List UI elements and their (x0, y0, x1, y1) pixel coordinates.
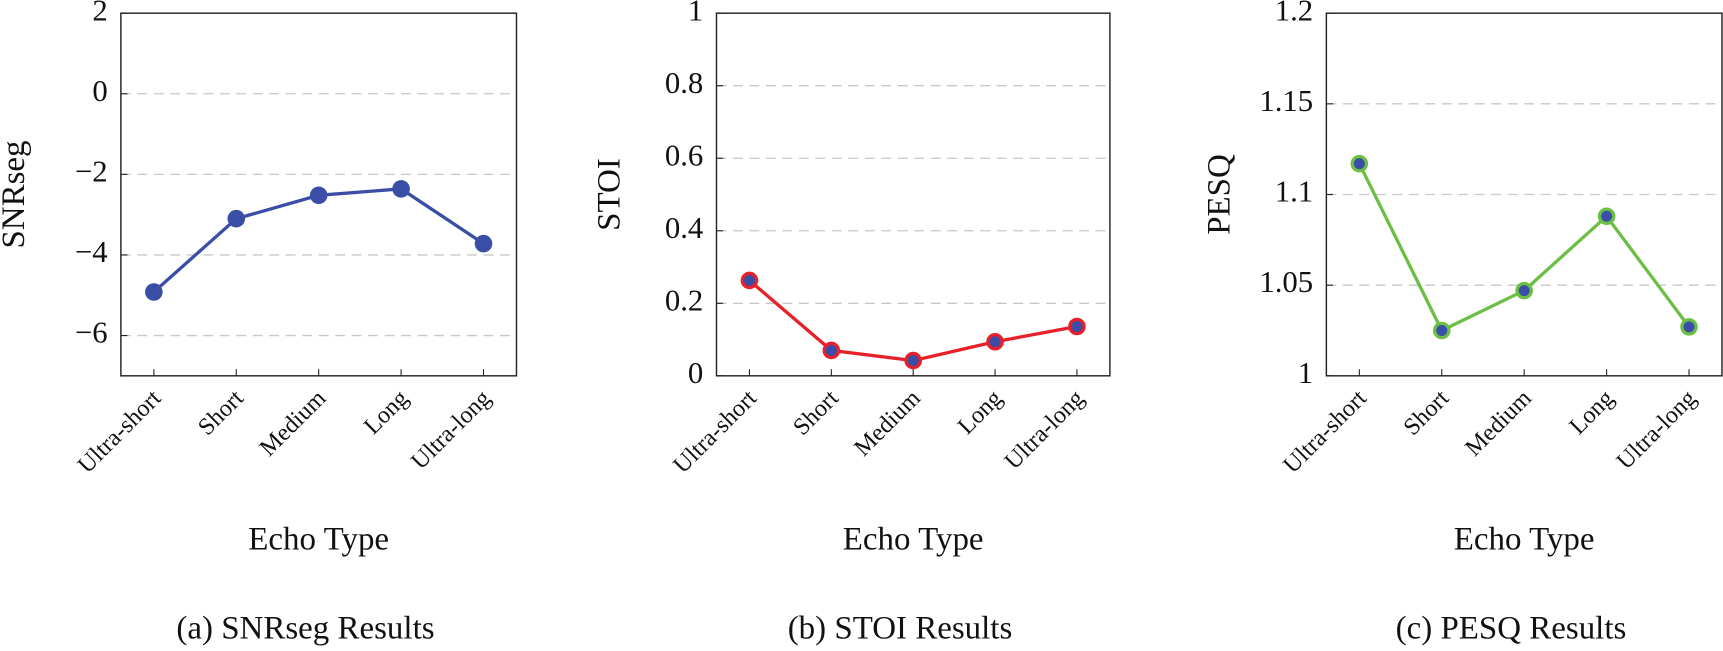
y-tick-label: 1.15 (1259, 84, 1313, 118)
x-tick-label: Long (952, 385, 1007, 440)
caption: (b) STOI Results (788, 610, 1013, 646)
x-tick-label: Ultra-short (1278, 384, 1372, 478)
data-line (1357, 162, 1691, 333)
data-line (152, 187, 485, 294)
y-tick-label: 0.8 (665, 66, 703, 100)
y-tick-label: 1 (1298, 356, 1313, 390)
caption: (a) SNRseg Results (176, 610, 434, 646)
y-tick-label: −2 (75, 154, 108, 188)
data-point (740, 271, 759, 290)
x-tick-label: Medium (849, 385, 926, 462)
x-tick-label: Ultra-long (1611, 385, 1701, 475)
y-tick-label: 0.2 (665, 283, 703, 317)
x-axis-label: Echo Type (1454, 521, 1595, 557)
data-point (227, 209, 246, 228)
y-axis-label: PESQ (1202, 154, 1238, 235)
y-tick-label: 0.4 (665, 211, 703, 245)
x-tick-label: Short (1398, 384, 1454, 440)
data-point (1680, 318, 1698, 336)
plot-frame (715, 12, 1111, 377)
y-tick-label: 1.1 (1275, 175, 1313, 209)
x-tick-label: Long (359, 385, 414, 440)
data-point (822, 341, 841, 360)
x-tick-label: Short (193, 384, 249, 440)
data-point (1068, 317, 1086, 336)
data-point (904, 351, 922, 370)
x-tick-label: Medium (254, 385, 331, 462)
data-point (1350, 154, 1369, 173)
data-point (392, 180, 410, 198)
y-tick-label: 2 (92, 0, 107, 27)
data-point (1515, 281, 1533, 300)
x-tick-label: Ultra-long (406, 385, 496, 475)
y-tick-label: 0 (92, 74, 107, 108)
data-point (474, 234, 493, 253)
x-tick-label: Long (1564, 385, 1619, 440)
y-axis-label: SNRseg (0, 140, 32, 248)
y-tick-label: 0.6 (665, 138, 703, 172)
y-tick-label: 1 (688, 0, 703, 27)
x-axis-label: Echo Type (843, 521, 984, 557)
data-point (986, 332, 1004, 351)
x-tick-label: Ultra-long (999, 385, 1089, 475)
x-tick-label: Ultra-short (72, 384, 166, 478)
data-point (145, 283, 163, 301)
x-tick-label: Ultra-short (668, 384, 762, 478)
y-tick-label: 0 (688, 356, 703, 390)
x-axis-label: Echo Type (248, 521, 389, 557)
caption: (c) PESQ Results (1396, 610, 1627, 646)
y-tick-label: 1.2 (1275, 0, 1313, 27)
y-tick-label: −6 (75, 316, 108, 350)
y-axis-label: STOI (592, 158, 628, 231)
y-tick-label: 1.05 (1259, 265, 1313, 299)
data-point (1597, 207, 1616, 226)
x-tick-label: Medium (1460, 385, 1537, 462)
y-tick-label: −4 (75, 235, 108, 269)
data-point (309, 186, 328, 205)
x-tick-label: Short (788, 384, 844, 440)
data-point (1432, 321, 1451, 340)
data-line (748, 279, 1078, 363)
